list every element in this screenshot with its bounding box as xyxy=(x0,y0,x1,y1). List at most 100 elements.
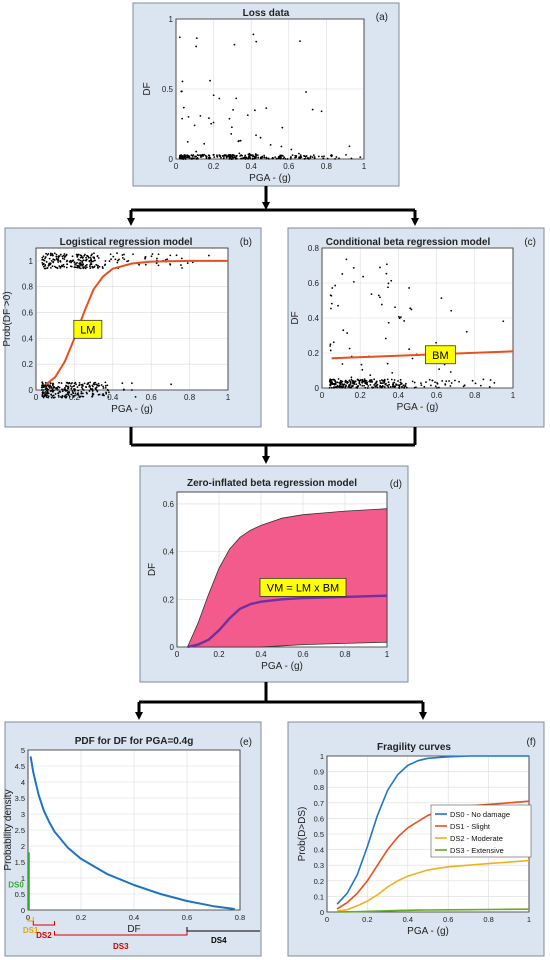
legend-label-ds0: DS0 - No damage xyxy=(450,810,510,819)
ds2-label: DS2 xyxy=(36,931,52,940)
data-point xyxy=(48,257,51,260)
data-point xyxy=(330,381,332,384)
data-point xyxy=(74,392,77,395)
data-point xyxy=(96,254,99,257)
data-point xyxy=(80,386,83,389)
y-tick-label: 0 xyxy=(315,384,320,393)
x-tick-label: 0.2 xyxy=(355,391,367,400)
ds2-bracket xyxy=(32,921,55,926)
data-point xyxy=(52,394,55,397)
data-point xyxy=(85,256,87,259)
data-point xyxy=(116,261,119,264)
x-tick-label: 0.8 xyxy=(483,915,493,924)
data-point xyxy=(65,396,67,399)
data-point xyxy=(369,381,372,383)
data-point xyxy=(58,255,61,257)
x-tick-label: 1 xyxy=(511,391,516,400)
fragility-curve-ds0 xyxy=(336,755,529,905)
data-point xyxy=(334,380,337,383)
data-point xyxy=(321,155,323,158)
data-point xyxy=(246,114,249,116)
data-point xyxy=(89,263,92,266)
data-point xyxy=(144,263,147,266)
data-point xyxy=(377,294,380,297)
data-point xyxy=(390,279,393,282)
x-tick-label: 0.8 xyxy=(339,650,351,659)
data-point xyxy=(96,389,98,392)
data-point xyxy=(322,157,325,160)
data-point xyxy=(395,384,398,386)
data-point xyxy=(345,153,347,156)
data-point xyxy=(284,157,287,160)
data-point xyxy=(337,304,339,307)
data-point xyxy=(294,154,297,157)
data-point xyxy=(181,117,184,120)
data-point xyxy=(53,259,56,261)
data-point xyxy=(79,254,82,257)
data-point xyxy=(49,382,52,385)
y-tick-label: 0.2 xyxy=(22,360,34,369)
data-point xyxy=(91,394,94,396)
data-point xyxy=(50,389,53,392)
data-point xyxy=(47,384,50,387)
y-axis-label: DF xyxy=(290,311,301,324)
data-point xyxy=(74,263,76,266)
data-point xyxy=(59,267,62,269)
data-point xyxy=(334,284,337,287)
x-axis-label: PGA - (g) xyxy=(407,926,449,937)
data-point xyxy=(411,380,414,383)
data-point xyxy=(255,154,258,156)
y-tick-label: 0.8 xyxy=(308,244,320,253)
data-point xyxy=(169,263,171,265)
ds4-bracket xyxy=(186,927,260,932)
data-point xyxy=(67,382,70,385)
panel-d-title: Zero-inflated beta regression model xyxy=(187,478,357,489)
vm-label-box xyxy=(259,577,347,597)
data-point xyxy=(265,156,268,159)
x-tick-label: 0.4 xyxy=(255,650,267,659)
x-axis-label: DF xyxy=(127,924,140,935)
data-point xyxy=(80,383,83,386)
data-point xyxy=(227,154,230,156)
data-point xyxy=(231,155,233,158)
data-point xyxy=(228,117,231,120)
y-axis-label: DF xyxy=(147,563,158,576)
data-point xyxy=(68,395,71,398)
data-point xyxy=(95,263,98,266)
data-point xyxy=(236,154,238,157)
data-point xyxy=(81,387,84,390)
data-point xyxy=(398,386,400,389)
data-point xyxy=(166,258,169,261)
data-point xyxy=(49,254,52,257)
data-point xyxy=(102,387,105,390)
data-point xyxy=(93,252,95,255)
data-point xyxy=(420,384,423,386)
data-point xyxy=(369,379,371,382)
data-point xyxy=(92,385,94,388)
data-point xyxy=(107,389,110,392)
data-point xyxy=(46,253,49,256)
legend-label-ds1: DS1 - Slight xyxy=(450,822,491,831)
data-point xyxy=(88,265,91,268)
data-point xyxy=(71,255,74,258)
data-point xyxy=(444,383,447,386)
bm-label: BM xyxy=(432,350,449,362)
y-tick-label: 1 xyxy=(320,752,324,761)
data-point xyxy=(393,379,396,381)
data-point xyxy=(440,297,443,300)
data-point xyxy=(328,386,331,389)
data-point xyxy=(49,252,52,255)
data-point xyxy=(371,386,373,389)
data-point xyxy=(280,154,283,157)
data-point xyxy=(365,382,368,385)
y-axis-label: Prob(D>DS) xyxy=(297,807,308,862)
y-tick-label: 0 xyxy=(29,386,34,395)
x-tick-label: 0 xyxy=(320,391,325,400)
data-point xyxy=(212,94,215,97)
loss-points xyxy=(328,258,505,389)
data-point xyxy=(121,382,124,385)
data-point xyxy=(92,256,95,259)
data-point xyxy=(50,393,53,396)
data-point xyxy=(52,261,55,264)
data-point xyxy=(364,379,367,382)
